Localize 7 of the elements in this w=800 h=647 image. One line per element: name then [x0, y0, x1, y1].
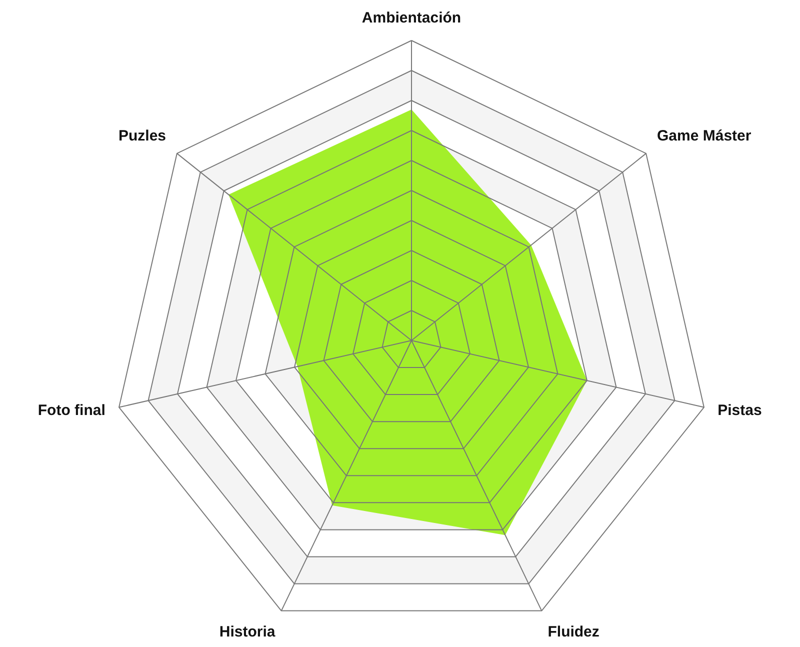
spoke-label: Puzles	[118, 128, 166, 145]
spoke-label: Pistas	[718, 402, 762, 419]
spoke-label: Ambientación	[362, 10, 462, 26]
spoke-label: Game Máster	[656, 128, 752, 145]
spoke-label: Foto final	[38, 402, 106, 419]
spoke-label: Fluidez	[548, 623, 600, 640]
spoke-label: Historia	[219, 623, 276, 640]
